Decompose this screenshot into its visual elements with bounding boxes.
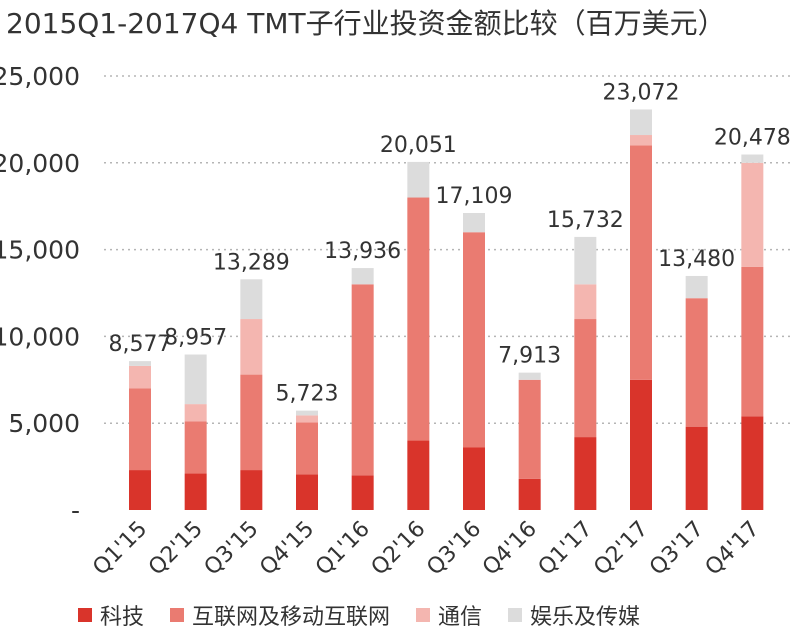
x-tick-label: Q3'15: [200, 517, 264, 581]
x-axis-ticks: Q1'15Q2'15Q3'15Q4'15Q1'16Q2'16Q3'16Q4'16…: [88, 517, 764, 581]
legend-label-internet: 互联网及移动互联网: [192, 605, 391, 630]
bar-segment: [518, 379, 541, 479]
total-data-label: 20,051: [380, 133, 457, 158]
bar-segment: [463, 212, 485, 233]
bar-segment: [240, 470, 263, 510]
legend-label-tech: 科技: [100, 605, 145, 630]
bar-segment: [184, 473, 207, 510]
bar-segment: [240, 279, 263, 320]
x-tick-label: Q4'15: [255, 517, 319, 581]
bar-segment: [184, 404, 207, 422]
legend-swatch-telecom: [416, 608, 431, 622]
bar-segment: [685, 298, 708, 427]
x-tick-label: Q2'15: [144, 517, 208, 581]
legend-item-tech: 科技: [78, 599, 144, 631]
y-tick-label: 15,000: [0, 236, 80, 265]
bar-segment: [518, 372, 541, 380]
total-data-label: 17,109: [436, 184, 513, 209]
grid-lines: [104, 75, 790, 424]
bar-segment: [129, 365, 151, 389]
legend-swatch-internet: [170, 608, 185, 622]
x-tick-label: Q4'16: [478, 517, 542, 581]
legend-item-media: 娱乐及传媒: [508, 599, 640, 631]
bars: [129, 109, 764, 510]
bar-segment: [296, 422, 318, 475]
bar-segment: [463, 232, 485, 448]
bar-segment: [463, 447, 485, 510]
total-data-label: 23,072: [603, 80, 680, 105]
total-data-label: 7,913: [498, 344, 561, 369]
bar-segment: [630, 109, 652, 136]
bar-segment: [518, 478, 541, 510]
y-tick-label: 20,000: [0, 149, 80, 178]
total-data-label: 13,936: [324, 239, 401, 264]
bar-segment: [741, 154, 764, 163]
y-tick-label: 25,000: [0, 62, 80, 91]
bar-segment: [685, 275, 708, 299]
bar-segment: [240, 374, 263, 471]
bar-segment: [351, 268, 374, 285]
bar-segment: [296, 415, 318, 423]
stacked-bar-chart: - 5,000 10,000 15,000 20,000 25,000 8,5778,95…: [0, 62, 791, 581]
legend-label-media: 娱乐及传媒: [530, 605, 641, 630]
chart-title: 2015Q1-2017Q4 TMT子行业投资金额比较（百万美元）: [6, 7, 726, 40]
legend-item-telecom: 通信: [416, 599, 482, 631]
x-tick-label: Q2'16: [367, 517, 431, 581]
bar-segment: [129, 388, 151, 471]
legend-label-telecom: 通信: [438, 605, 483, 630]
bar-segment: [129, 361, 151, 366]
bar-segment: [351, 475, 374, 510]
x-tick-label: Q1'17: [534, 517, 598, 581]
legend-item-internet: 互联网及移动互联网: [170, 599, 390, 631]
bar-segment: [685, 426, 708, 510]
bar-segment: [574, 284, 597, 320]
total-data-label: 13,289: [213, 250, 290, 275]
bar-segment: [240, 319, 263, 375]
bar-segment: [630, 135, 652, 146]
y-tick-label: 10,000: [0, 322, 80, 351]
bar-segment: [129, 470, 151, 510]
bar-segment: [296, 474, 318, 510]
bar-segment: [574, 236, 597, 285]
bar-segment: [184, 421, 207, 474]
y-tick-label: 5,000: [8, 409, 80, 438]
bar-segment: [296, 410, 318, 416]
legend: 科技 互联网及移动互联网 通信 娱乐及传媒: [78, 600, 666, 630]
total-data-label: 8,957: [164, 326, 227, 351]
total-data-label: 13,480: [658, 247, 735, 272]
bar-segment: [574, 437, 597, 510]
total-data-label: 15,732: [547, 208, 624, 233]
x-tick-label: Q1'16: [311, 517, 375, 581]
bar-segment: [630, 379, 652, 510]
bar-segment: [574, 319, 597, 438]
bar-segment: [741, 162, 764, 267]
bar-segment: [630, 145, 652, 380]
y-axis-ticks: - 5,000 10,000 15,000 20,000 25,000: [0, 62, 80, 525]
legend-swatch-tech: [78, 608, 92, 622]
bar-segment: [407, 161, 430, 198]
bar-segment: [407, 197, 430, 441]
bar-segment: [351, 284, 374, 476]
total-data-label: 8,577: [109, 332, 172, 357]
total-data-label: 5,723: [276, 382, 339, 407]
x-tick-label: Q3'16: [422, 517, 486, 581]
bar-segment: [184, 354, 207, 405]
y-tick-label: -: [71, 496, 80, 525]
bar-segment: [407, 440, 430, 510]
bar-segment: [741, 266, 764, 417]
x-tick-label: Q3'17: [645, 517, 709, 581]
legend-swatch-media: [508, 608, 523, 622]
x-tick-label: Q2'17: [589, 517, 653, 581]
total-data-label: 20,478: [714, 126, 791, 151]
bar-segment: [741, 416, 764, 510]
x-tick-label: Q1'15: [88, 517, 152, 581]
x-tick-label: Q4'17: [701, 517, 765, 581]
